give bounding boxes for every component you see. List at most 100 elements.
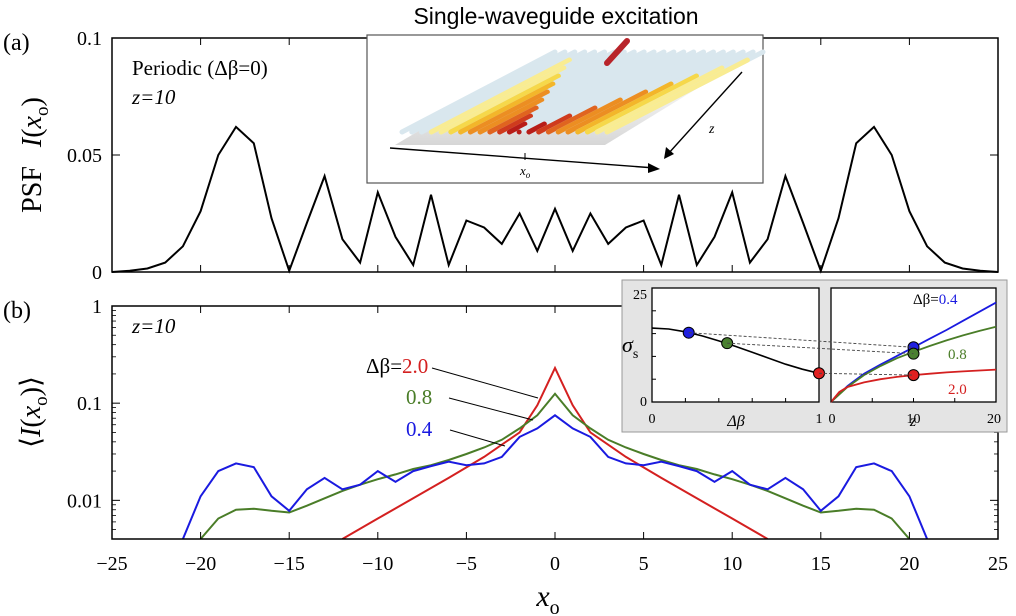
panel-a-ylabel: PSF I(xo): [17, 97, 53, 213]
waveguide-excited-segment: [487, 105, 539, 135]
waveguide-excited-segment: [477, 97, 545, 135]
inset-connector: [727, 342, 914, 355]
panel-b-series: [181, 365, 929, 539]
legend-label-2.0: 2.0: [402, 354, 428, 378]
panel-b: 0.010.11 −25 −20 −15 −10 −5 0 5 10 15 20 25 ⟨I(xo)…: [16, 279, 1008, 616]
panel-b-xtick-label: 15: [811, 553, 831, 575]
panel-a-ytick-labels: 0 0.05 0.1: [67, 28, 102, 284]
waveguide-rods: [399, 49, 766, 135]
inset-right-legend-prefix: Δβ=: [913, 292, 939, 308]
leader-0.8: [448, 397, 534, 421]
inset-right-plot: 10: [830, 301, 997, 427]
waveguide-excited-segment: [594, 65, 725, 135]
inset-sigma-sub: s: [633, 347, 638, 362]
legend-prefix: Δβ=: [366, 354, 402, 378]
inset-left-ylabel: σs: [622, 332, 638, 362]
panel-b-xtick-label: −15: [274, 553, 305, 575]
waveguide-excited-segment: [458, 81, 556, 135]
panel-b-xtick-label: 25: [988, 553, 1008, 575]
panel-label-b: (b): [3, 298, 31, 324]
legend-label-0.8: 0.8: [406, 385, 432, 409]
waveguide-rod: [419, 49, 578, 135]
waveguide-excited-segment: [584, 73, 699, 135]
waveguide-array-illustration: xo z: [366, 34, 766, 184]
panel-b-ylabel: ⟨I(xo)⟩: [16, 376, 52, 448]
waveguide-excited-segment: [575, 81, 674, 135]
inset-right-curve-2.0: [830, 368, 997, 403]
inset-left-ytick-0: 0: [640, 395, 647, 410]
panel-b-xtick-label: 0: [550, 553, 560, 575]
waveguide-rod: [506, 49, 667, 135]
panel-label-a: (a): [3, 30, 30, 56]
figure-title: Single-waveguide excitation: [413, 3, 698, 29]
waveguide-excited-segment: [536, 113, 573, 135]
panel-a-ytick-label: 0.1: [77, 28, 102, 50]
panel-a: 0 0.05 0.1 PSF I(xo) Periodic (Δβ=0) z=10: [17, 28, 999, 284]
panel-b-series-line-0.8: [199, 392, 911, 539]
inset-connector: [688, 332, 914, 348]
inset-left-ytick-25: 25: [633, 288, 647, 303]
panel-b-xtick-label: −5: [456, 553, 477, 575]
waveguide-excited-segment: [565, 89, 649, 135]
leader-2.0: [431, 367, 539, 399]
waveguide-excited-segment: [428, 57, 572, 135]
panel-b-ytick-label: 1: [92, 296, 102, 318]
inset-xo-label: x: [519, 163, 526, 178]
waveguide-rod: [526, 49, 687, 135]
xo-axis-arrow: [389, 147, 656, 169]
panel-b-xtick-label: −20: [185, 553, 216, 575]
panel-b-ytick-label: 0.1: [77, 393, 102, 415]
inset-dashed-connectors: [688, 332, 914, 376]
panel-a-annotation-periodic: Periodic (Δβ=0): [132, 56, 268, 80]
inset-connector: [818, 372, 914, 376]
svg-text:⟨I(xo)⟩: ⟨I(xo)⟩: [16, 376, 52, 448]
inset-xo-sub: o: [526, 170, 531, 180]
panel-b-xlabel-main: x: [535, 580, 550, 613]
xo-arrow-head: [648, 163, 660, 173]
inset-right-xtick-0: 0: [829, 412, 836, 427]
svg-text:PSF I(xo): PSF I(xo): [17, 97, 53, 213]
inset-right-legend-value-0.4: 0.4: [939, 292, 958, 308]
inset-right-marker: [907, 369, 920, 382]
waveguide-rod: [399, 49, 558, 135]
inset-left-frame: [651, 287, 820, 403]
panel-a-ytick-label: 0.05: [67, 145, 102, 167]
inset-right-xlabel: z: [909, 413, 917, 430]
panel-a-ylabel-i: I: [17, 136, 48, 148]
waveguide-excited-segment: [604, 57, 750, 135]
leader-0.4: [449, 429, 506, 447]
waveguide-excited-segment: [467, 89, 550, 135]
panel-b-ytick-label: 0.01: [67, 490, 102, 512]
excitation-beam: [604, 38, 630, 66]
panel-b-xtick-label: 20: [899, 553, 919, 575]
inset-right-legend-2.0: 2.0: [948, 382, 967, 398]
legend-delta-beta: Δβ=2.0: [366, 354, 428, 378]
panel-b-series-line-2.0: [341, 365, 769, 539]
waveguide-excited-segment: [526, 121, 547, 135]
waveguide-excited-segment: [506, 121, 528, 135]
inset-left-curve: [651, 327, 820, 375]
panel-a-ytick-label: 0: [92, 262, 102, 284]
inset-left-xtick-0: 0: [649, 412, 656, 427]
panel-b-xlabel: xo: [535, 580, 559, 616]
panel-b-xtick-label: 5: [639, 553, 649, 575]
inset-z-label: z: [708, 122, 715, 137]
inset-left-xtick-1: 1: [816, 412, 823, 427]
panel-a-ylabel-x: x: [17, 115, 48, 129]
legend-label-0.4: 0.4: [406, 417, 433, 441]
waveguide-rod: [516, 49, 677, 135]
waveguide-excited-segment: [448, 73, 561, 135]
panel-b-annotation-z: z=10: [131, 314, 176, 338]
panel-b-ytick-labels: 0.01 0.1 1: [67, 296, 102, 512]
panel-b-series-line-0.4: [181, 414, 929, 539]
panel-b-xtick-label: −25: [96, 553, 127, 575]
panel-b-inset: 10 σs 25 0 0 1 Δβ 0 20 z Δβ=0.4 0.8 2.0: [621, 279, 1008, 433]
inset-sigma: σ: [622, 332, 634, 357]
svg-text:xo: xo: [519, 163, 531, 180]
panel-b-xtick-label: 10: [722, 553, 742, 575]
panel-a-annotation-z: z=10: [131, 85, 176, 109]
waveguide-excited-segment: [555, 97, 623, 135]
panel-a-ylabel-sub: o: [32, 107, 53, 117]
inset-left-xlabel: Δβ: [726, 413, 744, 430]
